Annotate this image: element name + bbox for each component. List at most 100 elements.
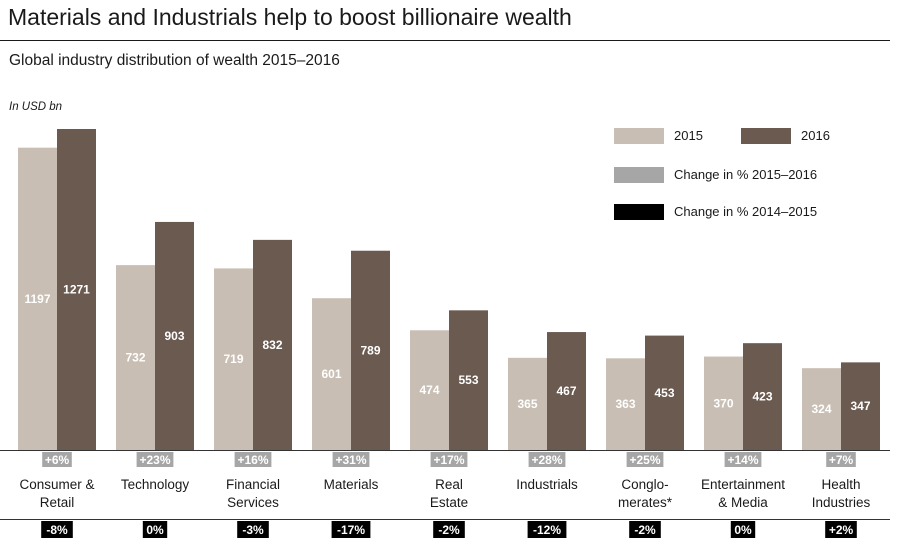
change-2015-2016-label-financial-services: +16% bbox=[237, 453, 268, 467]
category-label-financial-services: Services bbox=[227, 495, 279, 510]
change-2014-2015-label-real-estate: -2% bbox=[438, 523, 460, 537]
change-2014-2015-label-technology: 0% bbox=[146, 523, 164, 537]
bar-2015-real-estate bbox=[410, 330, 449, 450]
change-2014-2015-badge-industrials bbox=[527, 521, 567, 538]
change-2015-2016-badge-industrials bbox=[528, 452, 566, 467]
title-divider bbox=[0, 40, 890, 41]
change-2015-2016-badge-health-industries bbox=[826, 452, 856, 467]
bar-2016-health-industries bbox=[841, 362, 880, 450]
bar-2015-financial-services bbox=[214, 268, 253, 450]
legend-swatch-change-2014-2015 bbox=[614, 204, 664, 220]
category-label-conglo-merates: merates* bbox=[618, 495, 673, 510]
change-2015-2016-label-materials: +31% bbox=[335, 453, 366, 467]
value-label-2015-industrials: 365 bbox=[517, 397, 537, 411]
bar-2015-materials bbox=[312, 298, 351, 450]
change-2015-2016-label-industrials: +28% bbox=[531, 453, 562, 467]
value-label-2015-real-estate: 474 bbox=[419, 383, 439, 397]
value-label-2016-financial-services: 832 bbox=[262, 338, 282, 352]
value-label-2015-technology: 732 bbox=[125, 351, 145, 365]
change-2014-2015-badge-technology bbox=[142, 521, 168, 538]
bar-2015-technology bbox=[116, 265, 155, 450]
change-2014-2015-badge-financial-services bbox=[237, 521, 269, 538]
change-2014-2015-badge-entertainment-media bbox=[730, 521, 756, 538]
change-2014-2015-label-consumer-retail: -8% bbox=[46, 523, 68, 537]
category-label-consumer-retail: Retail bbox=[40, 495, 75, 510]
category-label-consumer-retail: Consumer & bbox=[19, 477, 94, 492]
bar-2016-entertainment-media bbox=[743, 343, 782, 450]
value-label-2016-consumer-retail: 1271 bbox=[63, 283, 90, 297]
change-2015-2016-label-entertainment-media: +14% bbox=[727, 453, 758, 467]
bar-2015-health-industries bbox=[802, 368, 841, 450]
category-label-entertainment-media: Entertainment bbox=[701, 477, 785, 492]
change-2014-2015-label-materials: -17% bbox=[337, 523, 365, 537]
legend-swatch-2016 bbox=[741, 128, 791, 144]
category-label-health-industries: Industries bbox=[812, 495, 871, 510]
category-label-materials: Materials bbox=[324, 477, 379, 492]
change-2015-2016-badge-conglo-merates bbox=[626, 452, 664, 467]
category-label-industrials: Industrials bbox=[516, 477, 578, 492]
bar-2015-consumer-retail bbox=[18, 147, 57, 451]
value-label-2016-entertainment-media: 423 bbox=[752, 390, 772, 404]
change-2014-2015-label-entertainment-media: 0% bbox=[734, 523, 752, 537]
category-label-health-industries: Health bbox=[821, 477, 860, 492]
y-unit-label: In USD bn bbox=[9, 101, 63, 113]
change-2015-2016-badge-consumer-retail bbox=[42, 452, 72, 467]
change-2015-2016-badge-financial-services bbox=[234, 452, 272, 467]
category-label-conglo-merates: Conglo- bbox=[621, 477, 668, 492]
bar-2016-technology bbox=[155, 221, 194, 450]
change-2015-2016-badge-technology bbox=[136, 452, 174, 467]
bar-2016-financial-services bbox=[253, 239, 292, 450]
bar-2016-real-estate bbox=[449, 310, 488, 450]
legend-label-change-2015-2016: Change in % 2015–2016 bbox=[674, 167, 818, 182]
change-2014-2015-badge-real-estate bbox=[433, 521, 465, 538]
change-2015-2016-label-real-estate: +17% bbox=[433, 453, 464, 467]
value-label-2016-conglo-merates: 453 bbox=[654, 386, 674, 400]
value-label-2015-conglo-merates: 363 bbox=[615, 397, 635, 411]
legend-label-2015: 2015 bbox=[674, 128, 703, 143]
bar-2016-materials bbox=[351, 250, 390, 450]
value-label-2016-industrials: 467 bbox=[556, 384, 576, 398]
legend-swatch-change-2015-2016 bbox=[614, 167, 664, 183]
change-2015-2016-badge-real-estate bbox=[430, 452, 468, 467]
value-label-2015-consumer-retail: 1197 bbox=[24, 292, 50, 306]
change-2015-2016-badge-entertainment-media bbox=[724, 452, 762, 467]
legend-label-change-2014-2015: Change in % 2014–2015 bbox=[674, 204, 818, 219]
value-label-2016-health-industries: 347 bbox=[850, 399, 870, 413]
category-label-financial-services: Financial bbox=[226, 477, 280, 492]
category-label-technology: Technology bbox=[121, 477, 190, 492]
change-2015-2016-label-technology: +23% bbox=[139, 453, 170, 467]
change-2014-2015-label-industrials: -12% bbox=[533, 523, 561, 537]
legend-swatch-2015 bbox=[614, 128, 664, 144]
change-2014-2015-badge-conglo-merates bbox=[629, 521, 661, 538]
bar-2016-industrials bbox=[547, 332, 586, 450]
change-2014-2015-label-financial-services: -3% bbox=[242, 523, 264, 537]
value-label-2016-materials: 789 bbox=[360, 343, 380, 357]
change-2015-2016-label-consumer-retail: +6% bbox=[45, 453, 70, 467]
value-label-2016-technology: 903 bbox=[164, 329, 184, 343]
category-label-entertainment-media: & Media bbox=[718, 495, 768, 510]
change-2014-2015-badge-consumer-retail bbox=[41, 521, 73, 538]
value-label-2015-financial-services: 719 bbox=[223, 352, 243, 366]
value-label-2015-health-industries: 324 bbox=[811, 402, 831, 416]
bar-2016-conglo-merates bbox=[645, 335, 684, 450]
value-label-2015-entertainment-media: 370 bbox=[713, 396, 733, 410]
value-label-2015-materials: 601 bbox=[321, 367, 341, 381]
chart-title: Materials and Industrials help to boost … bbox=[8, 4, 572, 30]
change-2014-2015-badge-health-industries bbox=[825, 521, 857, 538]
change-2015-2016-label-health-industries: +7% bbox=[829, 453, 854, 467]
category-label-real-estate: Real bbox=[435, 477, 463, 492]
value-label-2016-real-estate: 553 bbox=[458, 373, 478, 387]
category-label-real-estate: Estate bbox=[430, 495, 468, 510]
bar-2016-consumer-retail bbox=[57, 129, 96, 450]
bar-2015-industrials bbox=[508, 357, 547, 450]
change-2015-2016-label-conglo-merates: +25% bbox=[629, 453, 660, 467]
bar-2015-conglo-merates bbox=[606, 358, 645, 450]
legend-label-2016: 2016 bbox=[801, 128, 830, 143]
change-2014-2015-badge-materials bbox=[331, 521, 371, 538]
change-2015-2016-badge-materials bbox=[332, 452, 370, 467]
bar-2015-entertainment-media bbox=[704, 356, 743, 450]
change-2014-2015-label-conglo-merates: -2% bbox=[634, 523, 656, 537]
chart-subtitle: Global industry distribution of wealth 2… bbox=[9, 52, 340, 69]
change-2014-2015-label-health-industries: +2% bbox=[829, 523, 854, 537]
